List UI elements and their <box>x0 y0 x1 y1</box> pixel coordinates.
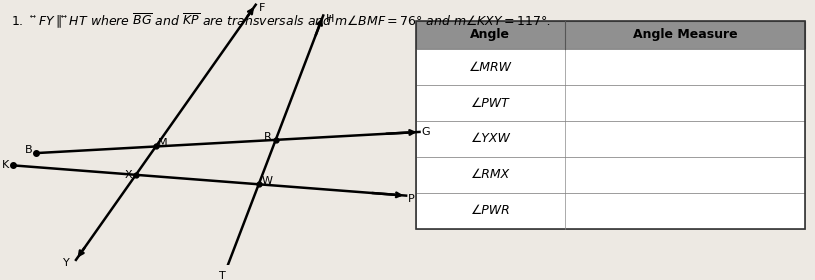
Bar <box>416 85 805 121</box>
Text: F: F <box>258 3 265 13</box>
Text: B: B <box>24 145 32 155</box>
Bar <box>416 157 805 193</box>
Bar <box>416 49 805 85</box>
Text: T: T <box>219 271 226 280</box>
Text: M: M <box>158 138 167 148</box>
Text: $1.$  $\overleftrightarrow{FY} \parallel \overleftrightarrow{HT}$ where $\overli: $1.$ $\overleftrightarrow{FY} \parallel … <box>11 11 551 30</box>
Text: W: W <box>262 176 273 186</box>
Text: H: H <box>326 14 335 24</box>
Text: P: P <box>408 194 415 204</box>
Text: ∠PWR: ∠PWR <box>470 204 510 217</box>
Bar <box>416 21 805 229</box>
Bar <box>416 193 805 229</box>
Text: K: K <box>2 160 9 171</box>
Bar <box>416 21 805 49</box>
Text: ∠PWT: ∠PWT <box>471 97 510 109</box>
Text: Y: Y <box>64 258 70 268</box>
Text: R: R <box>264 132 271 142</box>
Text: G: G <box>421 127 430 137</box>
Text: X: X <box>124 170 132 180</box>
Bar <box>416 121 805 157</box>
Text: ∠RMX: ∠RMX <box>471 168 510 181</box>
Text: Angle Measure: Angle Measure <box>633 29 738 41</box>
Text: Angle: Angle <box>470 29 510 41</box>
Text: ∠MRW: ∠MRW <box>469 60 512 74</box>
Text: ∠YXW: ∠YXW <box>470 132 510 145</box>
